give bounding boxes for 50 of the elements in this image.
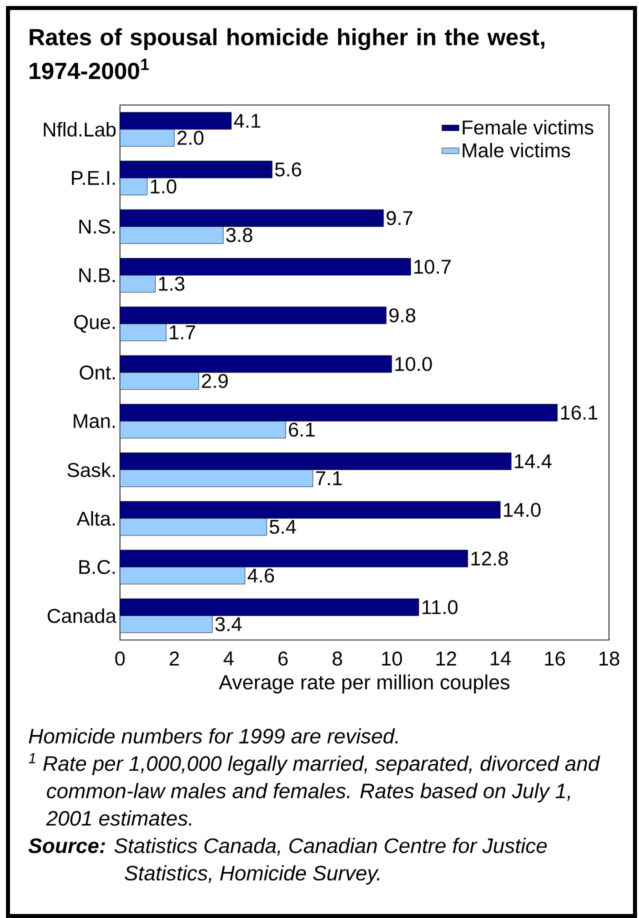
data-label: 2.0 bbox=[178, 130, 204, 145]
y-tick-label: P.E.I. bbox=[72, 171, 115, 185]
data-label: 14.0 bbox=[504, 502, 541, 517]
y-tick-label: Sask. bbox=[68, 462, 115, 478]
data-label: 1.7 bbox=[170, 326, 196, 340]
text: Source: Statistics Canada, Canadian Centre for Justice Statistics, Homicide Survey. bbox=[28, 838, 547, 885]
text: $^{1}$ Rate per 1,000,000 legally married, separated, divorced and common-law males and females. Rates based on July 1, 2001 estimates. bbox=[28, 753, 600, 826]
x-tick-label: 8 bbox=[332, 652, 342, 666]
data-label: 6.1 bbox=[288, 422, 315, 437]
x-tick-label: 14 bbox=[490, 652, 511, 666]
data-label: 7.1 bbox=[316, 471, 342, 486]
y-tick-label: N.B. bbox=[79, 268, 115, 282]
y-tick-label: Ont. bbox=[80, 365, 115, 380]
data-label: 1.3 bbox=[159, 276, 184, 291]
data-label: 10.0 bbox=[395, 356, 432, 372]
x-tick-label: 10 bbox=[382, 652, 402, 666]
x-tick-label: 6 bbox=[278, 652, 288, 666]
x-tick-label: 16 bbox=[545, 652, 565, 666]
legend-label: Male victims bbox=[462, 142, 570, 158]
x-tick-label: 4 bbox=[224, 652, 234, 666]
data-label: 3.8 bbox=[226, 228, 252, 242]
y-tick-label: N.S. bbox=[79, 220, 115, 234]
y-tick-label: Canada bbox=[48, 608, 116, 624]
x-tick-label: 18 bbox=[599, 652, 620, 666]
legend-label: Female victims bbox=[462, 120, 594, 135]
x-axis-title: Average rate per million couples bbox=[218, 674, 510, 694]
text: Homicide numbers for 1999 are revised. bbox=[28, 728, 398, 744]
data-label: 9.7 bbox=[386, 211, 412, 226]
data-label: 11.0 bbox=[422, 600, 458, 614]
y-tick-label: Que. bbox=[74, 315, 115, 333]
y-tick-label: Man. bbox=[74, 414, 115, 428]
x-tick-label: 2 bbox=[170, 652, 179, 666]
data-label: 12.8 bbox=[471, 552, 508, 566]
y-tick-label: Nfld.Lab bbox=[44, 122, 116, 137]
data-label: 1.0 bbox=[150, 179, 176, 194]
data-label: 16.1 bbox=[561, 406, 598, 420]
data-label: 4.1 bbox=[234, 114, 260, 128]
data-label: 10.7 bbox=[414, 260, 451, 274]
data-label: 5.6 bbox=[275, 162, 302, 177]
x-tick-label: 12 bbox=[436, 652, 456, 666]
chart-title: Rates of spousal homicide higher in the west, 1974-2000$^{1}$ bbox=[30, 28, 544, 80]
data-label: 9.8 bbox=[389, 308, 416, 322]
data-label: 4.6 bbox=[248, 568, 274, 583]
data-label: 14.4 bbox=[514, 454, 552, 468]
data-label: 5.4 bbox=[270, 520, 296, 534]
data-label: 3.4 bbox=[215, 617, 242, 632]
y-tick-label: B.C. bbox=[79, 560, 115, 574]
data-label: 2.9 bbox=[202, 374, 228, 388]
y-tick-label: Alta. bbox=[76, 511, 115, 526]
x-tick-label: 0 bbox=[115, 652, 125, 666]
